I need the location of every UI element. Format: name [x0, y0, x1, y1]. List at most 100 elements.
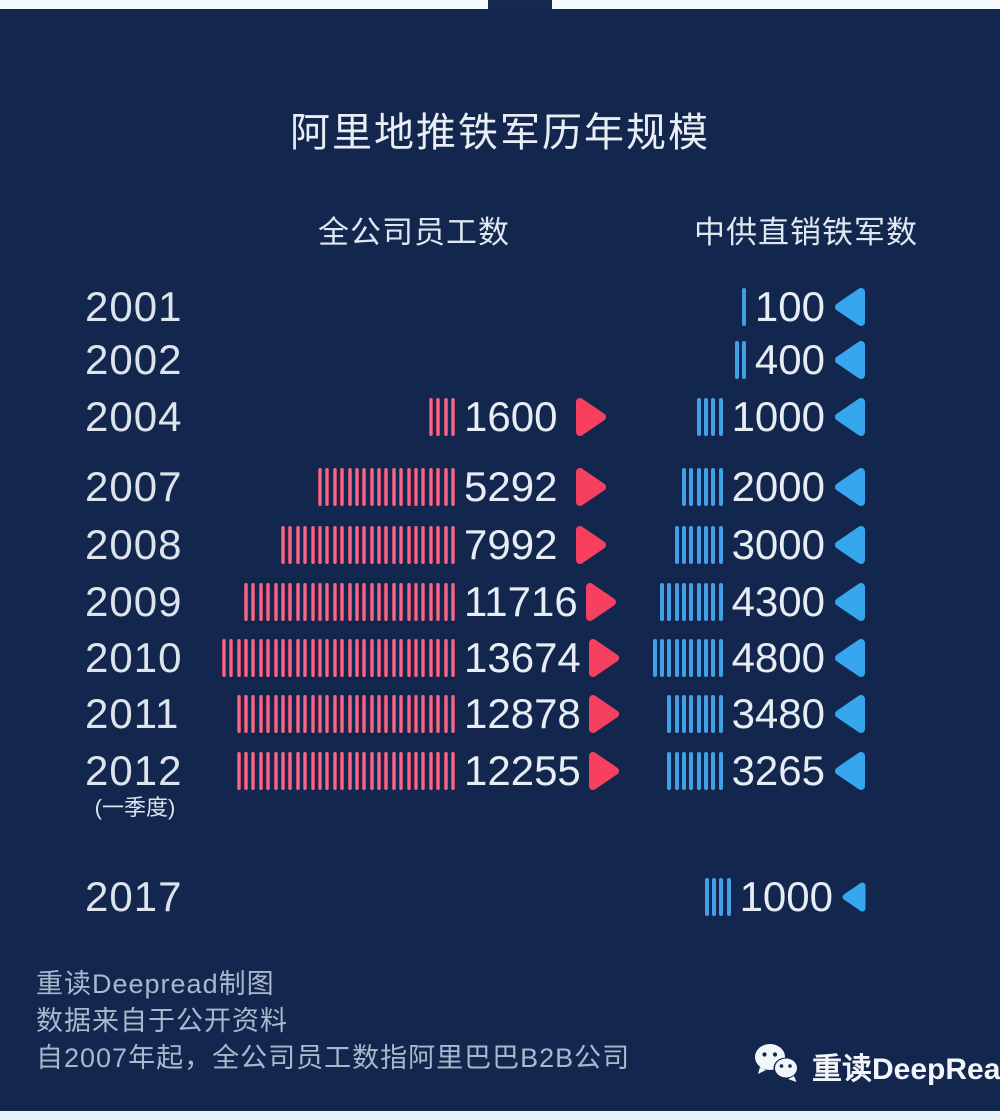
- red-tick-mark: [251, 583, 256, 621]
- company-total-bar-group: 12878: [180, 690, 621, 737]
- red-tick-mark: [273, 695, 278, 733]
- blue-arrow-left-icon: [835, 468, 865, 506]
- red-tick-mark: [325, 583, 330, 621]
- blue-tick-mark: [726, 878, 731, 916]
- red-tick-mark: [436, 398, 441, 436]
- year-sub-label: (一季度): [94, 795, 176, 820]
- year-label: 2007: [85, 463, 183, 510]
- red-tick-mark: [266, 752, 271, 790]
- blue-arrow-left-icon: [835, 526, 865, 564]
- red-tick-mark: [399, 639, 404, 677]
- red-tick-mark: [317, 639, 322, 677]
- red-tick-mark: [244, 695, 249, 733]
- blue-tick-mark: [718, 583, 723, 621]
- red-tick-mark: [406, 639, 411, 677]
- blue-tick-mark: [711, 639, 716, 677]
- blue-arrow-left-icon: [835, 695, 865, 733]
- direct-sales-ticks: [657, 583, 723, 621]
- direct-sales-bar-group: 2000: [679, 463, 867, 510]
- red-tick-mark: [281, 639, 286, 677]
- red-tick-mark: [406, 695, 411, 733]
- red-tick-mark: [288, 695, 293, 733]
- blue-tick-mark: [734, 341, 739, 379]
- red-tick-mark: [406, 468, 411, 506]
- direct-sales-value: 3265: [731, 747, 825, 794]
- red-tick-mark: [377, 468, 382, 506]
- red-tick-mark: [251, 695, 256, 733]
- red-tick-mark: [414, 752, 419, 790]
- company-total-ticks: [180, 695, 455, 733]
- red-tick-mark: [377, 639, 382, 677]
- top-border-notch: [488, 0, 552, 9]
- red-tick-mark: [340, 468, 345, 506]
- red-tick-mark: [451, 398, 455, 436]
- red-tick-mark: [384, 583, 389, 621]
- red-tick-mark: [288, 583, 293, 621]
- chart-title: 阿里地推铁军历年规模: [290, 111, 710, 155]
- direct-sales-value: 1000: [739, 873, 833, 920]
- blue-tick-mark: [652, 639, 657, 677]
- red-tick-mark: [451, 468, 455, 506]
- red-tick-mark: [310, 526, 315, 564]
- direct-sales-ticks: [739, 288, 746, 326]
- red-tick-mark: [340, 526, 345, 564]
- year-label: 2001: [85, 283, 183, 330]
- red-tick-mark: [288, 752, 293, 790]
- red-tick-mark: [244, 752, 249, 790]
- direct-sales-bar-group: 3265: [664, 747, 867, 794]
- red-tick-mark: [266, 639, 271, 677]
- red-tick-mark: [347, 752, 352, 790]
- red-tick-mark: [325, 468, 330, 506]
- blue-tick-mark: [682, 583, 687, 621]
- blue-tick-mark: [674, 695, 679, 733]
- red-tick-mark: [421, 695, 426, 733]
- red-tick-mark: [273, 639, 278, 677]
- footer-notes: 重读Deepread制图 数据来自于公开资料 自2007年起，全公司员工数指阿里…: [36, 966, 630, 1077]
- blue-tick-mark: [718, 752, 723, 790]
- red-tick-mark: [347, 468, 352, 506]
- red-tick-mark: [384, 468, 389, 506]
- blue-tick-mark: [682, 752, 687, 790]
- red-tick-mark: [354, 639, 359, 677]
- red-tick-mark: [436, 468, 441, 506]
- direct-sales-ticks: [731, 341, 746, 379]
- direct-sales-ticks: [701, 878, 731, 916]
- red-tick-mark: [406, 583, 411, 621]
- red-tick-mark: [288, 526, 293, 564]
- red-tick-mark: [369, 752, 374, 790]
- red-tick-mark: [369, 695, 374, 733]
- red-tick-mark: [391, 468, 396, 506]
- red-tick-mark: [421, 639, 426, 677]
- blue-tick-mark: [711, 878, 716, 916]
- year-label: 2009: [85, 578, 183, 625]
- red-tick-mark: [354, 752, 359, 790]
- red-tick-mark: [347, 639, 352, 677]
- direct-sales-ticks: [664, 695, 723, 733]
- red-tick-mark: [266, 583, 271, 621]
- red-tick-mark: [236, 752, 241, 790]
- red-tick-mark: [421, 752, 426, 790]
- red-tick-mark: [451, 695, 455, 733]
- red-tick-mark: [303, 526, 308, 564]
- chart-row-2007: 2007 5292 2000: [0, 463, 1000, 510]
- direct-sales-ticks: [693, 398, 723, 436]
- company-total-ticks: [180, 398, 455, 436]
- red-tick-mark: [362, 468, 367, 506]
- red-tick-mark: [428, 526, 433, 564]
- blue-tick-mark: [711, 526, 716, 564]
- red-tick-mark: [406, 526, 411, 564]
- blue-tick-mark: [711, 752, 716, 790]
- red-tick-mark: [428, 468, 433, 506]
- year-label: 2004: [85, 393, 183, 440]
- red-tick-mark: [391, 583, 396, 621]
- blue-tick-mark: [718, 526, 723, 564]
- blue-tick-mark: [711, 695, 716, 733]
- year-label: 2011: [85, 690, 180, 737]
- red-arrow-right-icon: [585, 583, 616, 621]
- red-tick-mark: [354, 468, 359, 506]
- red-tick-mark: [399, 752, 404, 790]
- blue-tick-mark: [711, 468, 716, 506]
- red-tick-mark: [303, 583, 308, 621]
- red-tick-mark: [221, 639, 226, 677]
- red-tick-mark: [399, 695, 404, 733]
